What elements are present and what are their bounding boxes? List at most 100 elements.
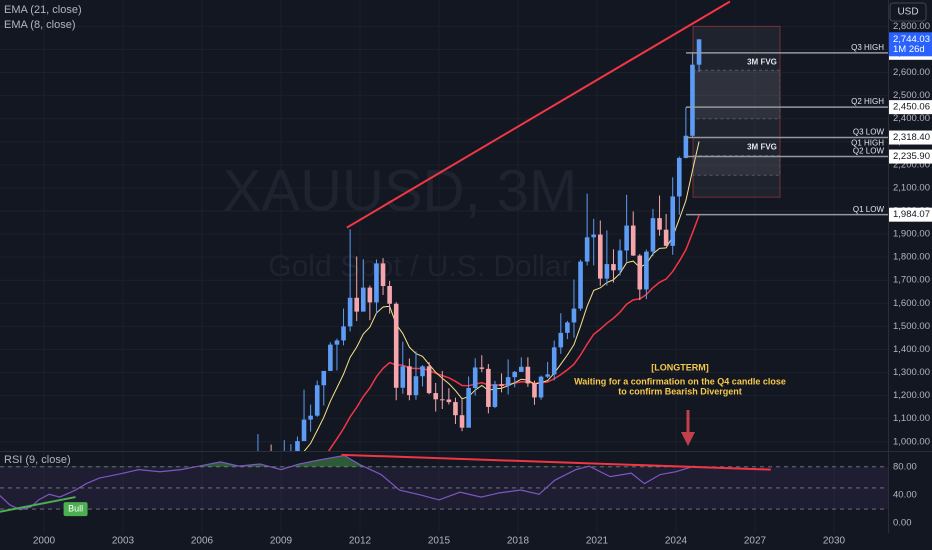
- candle-body: [380, 263, 386, 286]
- candle-body: [499, 384, 504, 386]
- rsi-divergence: [341, 453, 771, 471]
- rsi-tick-label: 0.00: [893, 518, 912, 529]
- candle-body: [670, 196, 676, 246]
- candle-body: [591, 234, 597, 238]
- candle-body: [650, 218, 656, 252]
- candle-body: [532, 383, 537, 398]
- candle-body: [518, 366, 524, 372]
- trendline: [346, 0, 731, 229]
- y-tick-label: 1,000.00: [893, 436, 930, 447]
- candle-body: [426, 366, 432, 394]
- y-tick-label: 2,500.00: [893, 90, 930, 101]
- candle-body: [301, 419, 307, 442]
- rsi-tick-label: 40.00: [893, 489, 917, 500]
- candle-body: [545, 374, 550, 377]
- candle-body: [328, 344, 333, 371]
- rsi-overbought-fill: [0, 455, 695, 467]
- y-tick-label: 2,600.00: [893, 67, 930, 78]
- level-price-box: [889, 149, 932, 164]
- candle-body: [538, 376, 544, 398]
- candle-body: [374, 263, 379, 303]
- candle-body: [360, 287, 366, 312]
- ema-line: [327, 215, 700, 451]
- rsi-tick-label: 80.00: [893, 461, 917, 472]
- y-tick-label: 1,300.00: [893, 367, 930, 378]
- candle-body: [387, 286, 392, 304]
- candle-body: [314, 385, 320, 416]
- y-tick-label: 1,100.00: [893, 413, 930, 424]
- y-tick-label: 1,200.00: [893, 390, 930, 401]
- y-tick-label: 1,800.00: [893, 252, 930, 263]
- fvg-label: 3M FVG: [747, 143, 777, 152]
- level-label: Q2 HIGH: [851, 97, 884, 106]
- candle-body: [676, 157, 682, 197]
- candle-body: [321, 370, 327, 386]
- candle-body: [413, 376, 419, 396]
- arrow-head: [681, 432, 695, 446]
- annotation-line: to confirm Bearish Divergent: [618, 386, 742, 396]
- candle-body: [453, 402, 458, 416]
- candle-body: [525, 366, 531, 384]
- level-price-label: 2,235.90: [893, 151, 930, 162]
- fvg-zone: [692, 155, 781, 176]
- arrow: [681, 410, 695, 446]
- price-pane: [257, 0, 731, 461]
- range-box: [692, 25, 781, 198]
- watermark: XAUUSD, 3M Gold Spot / U.S. Dollar: [223, 158, 578, 283]
- candle-body: [289, 459, 294, 461]
- candle-body: [367, 287, 373, 303]
- zones: [692, 25, 781, 198]
- x-tick-label: 2006: [191, 536, 214, 547]
- candle-body: [597, 234, 603, 279]
- rsi-pane: Bull: [0, 453, 888, 517]
- x-tick-label: 2012: [349, 536, 372, 547]
- level-price-label: 2,318.40: [893, 132, 930, 143]
- candle-body: [492, 384, 498, 407]
- candle-body: [420, 366, 425, 377]
- rsi-bull-line: [0, 496, 76, 513]
- watermark-name: Gold Spot / U.S. Dollar: [268, 250, 571, 283]
- candle-body: [347, 297, 353, 327]
- currency-button[interactable]: [889, 2, 927, 22]
- annotation-line: Waiting for a confirmation on the Q4 can…: [574, 376, 786, 386]
- candle-body: [262, 458, 267, 461]
- grid: [0, 0, 888, 533]
- level-price-box: [889, 130, 932, 145]
- last-price-box: [889, 32, 932, 57]
- candle-body: [578, 261, 583, 309]
- candle-body: [637, 255, 643, 290]
- candle-body: [690, 64, 695, 136]
- fvg-label: 3M FVG: [747, 57, 777, 66]
- candle-body: [584, 237, 590, 262]
- legend-ema21: EMA (21, close): [4, 4, 82, 16]
- fvg-zone: [692, 69, 781, 120]
- candle-body: [683, 135, 689, 158]
- candle-body: [472, 367, 478, 388]
- x-tick-label: 2030: [823, 536, 846, 547]
- candle-body: [630, 225, 636, 256]
- candle-body: [565, 322, 570, 333]
- candle-body: [446, 399, 452, 403]
- candle-body: [512, 371, 518, 378]
- candle-body: [657, 218, 662, 230]
- y-tick-label: 1,400.00: [893, 344, 930, 355]
- bull-label: Bull: [68, 503, 83, 513]
- currency-label[interactable]: USD: [897, 7, 918, 18]
- candle-body: [341, 326, 346, 341]
- level-price-box: [889, 100, 932, 115]
- level-label: Q1 LOW: [853, 205, 885, 214]
- y-tick-label: 2,200.00: [893, 159, 930, 170]
- x-tick-label: 2003: [112, 536, 135, 547]
- y-tick-label: 1,700.00: [893, 275, 930, 286]
- x-tick-label: 2027: [744, 536, 767, 547]
- legend-ema8: EMA (8, close): [4, 19, 76, 31]
- watermark-symbol: XAUUSD, 3M: [223, 158, 578, 223]
- last-price-label: 2,744.03: [893, 34, 930, 45]
- candle-body: [308, 415, 313, 420]
- level-label: Q2 LOW: [853, 147, 885, 156]
- candle-body: [486, 368, 491, 407]
- candle-body: [433, 393, 439, 400]
- level-price-box: [889, 207, 932, 222]
- y-tick-label: 2,800.00: [893, 21, 930, 32]
- candle-body: [663, 229, 669, 246]
